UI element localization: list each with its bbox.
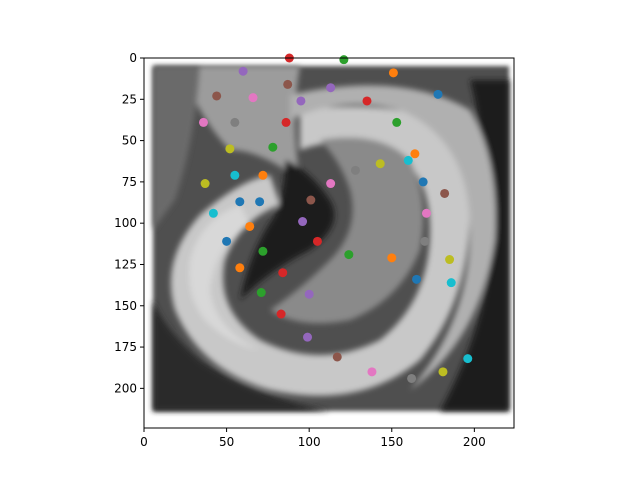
scatter-point bbox=[326, 179, 335, 188]
scatter-point bbox=[235, 197, 244, 206]
scatter-point bbox=[351, 166, 360, 175]
scatter-point bbox=[326, 83, 335, 92]
y-tick-label: 200 bbox=[114, 381, 137, 395]
scatter-point bbox=[249, 93, 258, 102]
scatter-point bbox=[389, 68, 398, 77]
y-tick-label: 50 bbox=[122, 134, 137, 148]
scatter-point bbox=[313, 237, 322, 246]
scatter-point bbox=[438, 367, 447, 376]
scatter-point bbox=[339, 55, 348, 64]
scatter-point bbox=[277, 310, 286, 319]
scatter-point bbox=[387, 253, 396, 262]
x-tick-label: 50 bbox=[219, 435, 234, 449]
scatter-point bbox=[257, 288, 266, 297]
scatter-point bbox=[230, 118, 239, 127]
scatter-point bbox=[404, 156, 413, 165]
scatter-point bbox=[392, 118, 401, 127]
scatter-point bbox=[463, 354, 472, 363]
scatter-point bbox=[296, 96, 305, 105]
scatter-point bbox=[235, 263, 244, 272]
background-image bbox=[153, 66, 509, 411]
scatter-point bbox=[447, 278, 456, 287]
scatter-point bbox=[410, 149, 419, 158]
scatter-point bbox=[440, 189, 449, 198]
y-tick-label: 100 bbox=[114, 216, 137, 230]
scatter-point bbox=[303, 333, 312, 342]
scatter-point bbox=[298, 217, 307, 226]
scatter-point bbox=[376, 159, 385, 168]
scatter-point bbox=[362, 96, 371, 105]
scatter-point bbox=[278, 268, 287, 277]
x-tick-label: 150 bbox=[380, 435, 403, 449]
y-axis: 0 25 50 75 100 125 150 175 200 bbox=[114, 51, 144, 395]
scatter-point bbox=[422, 209, 431, 218]
scatter-point bbox=[201, 179, 210, 188]
y-tick-label: 25 bbox=[122, 92, 137, 106]
scatter-point bbox=[268, 143, 277, 152]
scatter-point bbox=[434, 90, 443, 99]
scatter-point bbox=[209, 209, 218, 218]
scatter-point bbox=[420, 237, 429, 246]
scatter-point bbox=[282, 118, 291, 127]
scatter-point bbox=[283, 80, 292, 89]
scatter-point bbox=[258, 171, 267, 180]
scatter-point bbox=[239, 67, 248, 76]
x-axis: 0 50 100 150 200 bbox=[140, 428, 486, 449]
x-tick-label: 200 bbox=[463, 435, 486, 449]
scatter-point bbox=[306, 196, 315, 205]
x-tick-label: 100 bbox=[298, 435, 321, 449]
y-tick-label: 150 bbox=[114, 299, 137, 313]
y-tick-label: 175 bbox=[114, 340, 137, 354]
scatter-point bbox=[419, 177, 428, 186]
scatter-point bbox=[344, 250, 353, 259]
scatter-point bbox=[367, 367, 376, 376]
scatter-point bbox=[333, 352, 342, 361]
y-tick-label: 75 bbox=[122, 175, 137, 189]
scatter-point bbox=[445, 255, 454, 264]
scatter-point bbox=[412, 275, 421, 284]
scatter-point bbox=[245, 222, 254, 231]
scatter-point bbox=[212, 91, 221, 100]
scatter-point bbox=[222, 237, 231, 246]
y-tick-label: 0 bbox=[129, 51, 137, 65]
scatter-point bbox=[258, 247, 267, 256]
scatter-point bbox=[305, 290, 314, 299]
x-tick-label: 0 bbox=[140, 435, 148, 449]
scatter-point bbox=[199, 118, 208, 127]
scatter-point bbox=[230, 171, 239, 180]
scatter-point bbox=[225, 144, 234, 153]
scatter-point bbox=[255, 197, 264, 206]
y-tick-label: 125 bbox=[114, 257, 137, 271]
scatter-point bbox=[407, 374, 416, 383]
